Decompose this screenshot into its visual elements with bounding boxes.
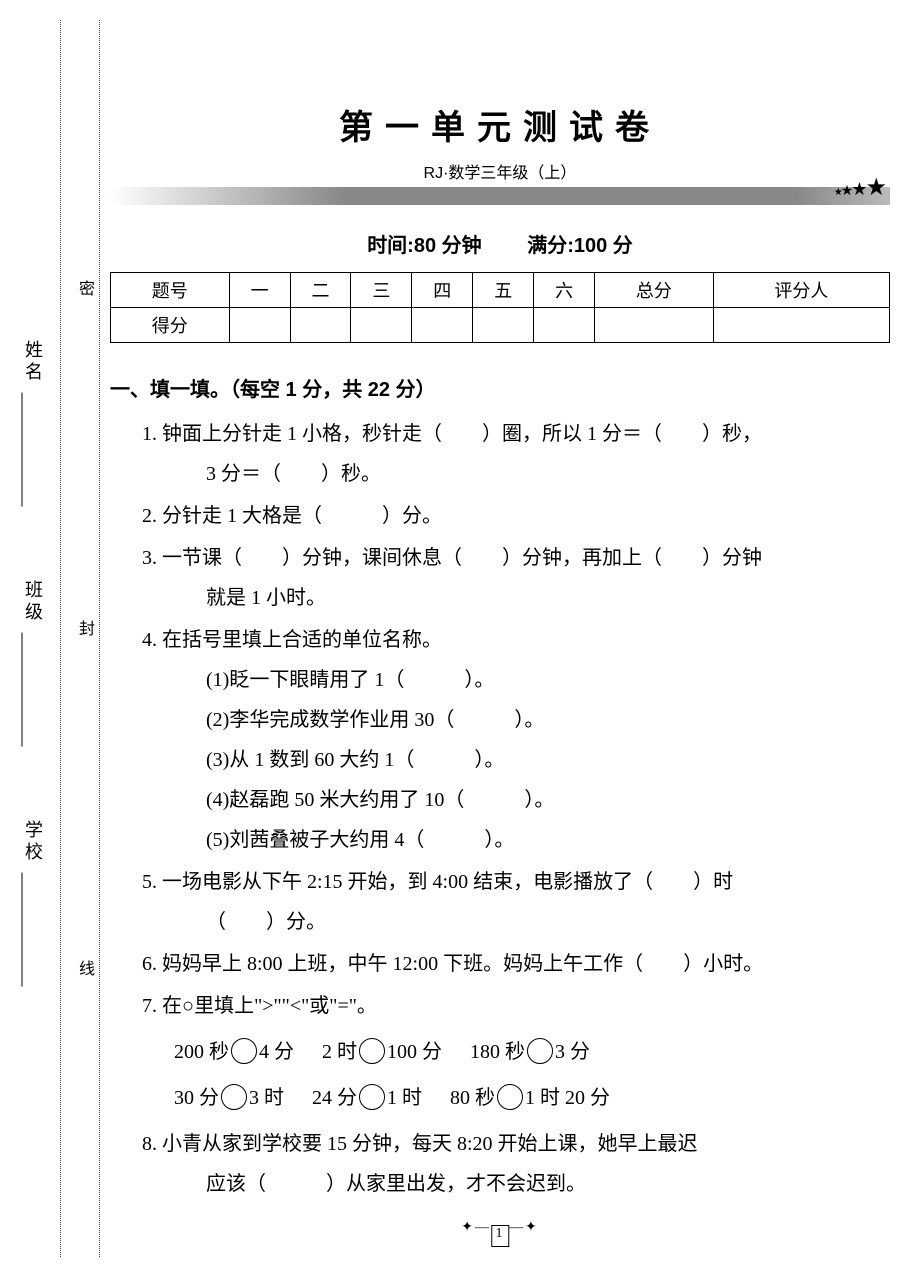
- q8-text: 8. 小青从家到学校要 15 分钟，每天 8:20 开始上课，她早上最迟: [142, 1133, 698, 1155]
- label-class: 班级: [20, 580, 46, 747]
- q7-5-right: 1 时: [387, 1087, 422, 1109]
- circle-blank: [221, 1084, 247, 1110]
- q7-item-1: 200 秒4 分: [206, 1032, 294, 1072]
- score-table: 题号 一 二 三 四 五 六 总分 评分人 得分: [110, 272, 890, 343]
- q7-text: 7. 在○里填上">""<"或"="。: [142, 995, 377, 1017]
- circle-blank: [359, 1038, 385, 1064]
- q5-text: 5. 一场电影从下午 2:15 开始，到 4:00 结束，电影播放了（ ）时: [142, 871, 733, 893]
- q7-5-left: 24 分: [312, 1087, 357, 1109]
- col-tihao: 题号: [111, 273, 230, 308]
- score-cell: [290, 308, 351, 343]
- score-cell: [595, 308, 714, 343]
- timing-row: 时间:80 分钟 满分:100 分: [110, 229, 890, 258]
- q5: 5. 一场电影从下午 2:15 开始，到 4:00 结束，电影播放了（ ）时 （…: [142, 862, 890, 942]
- subtitle-wrap: RJ·数学三年级（上） ★★★★: [110, 159, 890, 209]
- q2: 2. 分针走 1 大格是（ ）分。: [142, 496, 890, 536]
- q8: 8. 小青从家到学校要 15 分钟，每天 8:20 开始上课，她早上最迟 应该（…: [142, 1124, 890, 1204]
- q7-2-right: 100 分: [387, 1041, 442, 1063]
- label-school: 学校: [20, 820, 46, 987]
- col-total: 总分: [595, 273, 714, 308]
- q7-3-right: 3 分: [555, 1041, 590, 1063]
- score-cell: [534, 308, 595, 343]
- q1-cont: 3 分＝（ ）秒。: [174, 454, 890, 494]
- circle-blank: [527, 1038, 553, 1064]
- q7-6-right: 1 时 20 分: [525, 1087, 610, 1109]
- col-4: 四: [412, 273, 473, 308]
- q7-item-2: 2 时100 分: [354, 1032, 442, 1072]
- col-2: 二: [290, 273, 351, 308]
- col-5: 五: [473, 273, 534, 308]
- title-banner: ★★★★: [110, 187, 890, 205]
- circle-blank: [359, 1084, 385, 1110]
- q3-text: 3. 一节课（ ）分钟，课间休息（ ）分钟，再加上（ ）分钟: [142, 547, 762, 569]
- page-number: 1: [491, 1225, 509, 1247]
- row-defen: 得分: [111, 308, 230, 343]
- fullmark-label: 满分:100 分: [527, 235, 633, 257]
- q4-3: (3)从 1 数到 60 大约 1（ ）。: [174, 740, 890, 780]
- q7: 7. 在○里填上">""<"或"="。 200 秒4 分 2 时100 分 18…: [142, 986, 890, 1118]
- q3: 3. 一节课（ ）分钟，课间休息（ ）分钟，再加上（ ）分钟 就是 1 小时。: [142, 538, 890, 618]
- q7-6-left: 80 秒: [450, 1087, 495, 1109]
- binding-labels: 学校 班级 姓名 密 封 线: [0, 0, 60, 1277]
- q6: 6. 妈妈早上 8:00 上班，中午 12:00 下班。妈妈上午工作（ ）小时。: [142, 944, 890, 984]
- score-cell: [412, 308, 473, 343]
- q7-3-left: 180 秒: [470, 1041, 525, 1063]
- q7-item-5: 24 分1 时: [344, 1078, 422, 1118]
- col-3: 三: [351, 273, 412, 308]
- q5-cont: （ ）分。: [174, 902, 890, 942]
- circle-blank: [497, 1084, 523, 1110]
- section-1-title: 一、填一填。（每空 1 分，共 22 分）: [110, 373, 890, 402]
- q4-4: (4)赵磊跑 50 米大约用了 10（ ）。: [174, 780, 890, 820]
- score-cell: [351, 308, 412, 343]
- circle-blank: [231, 1038, 257, 1064]
- score-cell: [473, 308, 534, 343]
- q8-cont: 应该（ ）从家里出发，才不会迟到。: [174, 1164, 890, 1204]
- q4: 4. 在括号里填上合适的单位名称。 (1)眨一下眼睛用了 1（ ）。 (2)李华…: [142, 620, 890, 860]
- q7-4-right: 3 时: [249, 1087, 284, 1109]
- q4-2: (2)李华完成数学作业用 30（ ）。: [174, 700, 890, 740]
- time-label: 时间:80 分钟: [367, 235, 481, 257]
- q7-item-3: 180 秒3 分: [502, 1032, 590, 1072]
- q1: 1. 钟面上分针走 1 小格，秒针走（ ）圈，所以 1 分＝（ ）秒， 3 分＝…: [142, 414, 890, 494]
- q4-5: (5)刘茜叠被子大约用 4（ ）。: [174, 820, 890, 860]
- page-decoration: ✦—1—✦: [461, 1219, 538, 1247]
- q4-1: (1)眨一下眼睛用了 1（ ）。: [174, 660, 890, 700]
- score-cell: [713, 308, 889, 343]
- page-title: 第一单元测试卷: [110, 100, 890, 149]
- q7-2-left: 2 时: [322, 1041, 357, 1063]
- col-1: 一: [229, 273, 290, 308]
- col-grader: 评分人: [713, 273, 889, 308]
- q7-item-6: 80 秒1 时 20 分: [482, 1078, 610, 1118]
- binding-edge: [60, 20, 100, 1257]
- seal-feng: 封: [72, 620, 96, 636]
- q7-1-left: 200 秒: [174, 1041, 229, 1063]
- question-list: 1. 钟面上分针走 1 小格，秒针走（ ）圈，所以 1 分＝（ ）秒， 3 分＝…: [110, 414, 890, 1204]
- q7-item-4: 30 分3 时: [206, 1078, 284, 1118]
- stars-icon: ★★★★: [834, 173, 885, 202]
- label-name: 姓名: [20, 340, 46, 507]
- q7-4-left: 30 分: [174, 1087, 219, 1109]
- page-content: 第一单元测试卷 RJ·数学三年级（上） ★★★★ 时间:80 分钟 满分:100…: [110, 30, 890, 1247]
- seal-xian: 线: [72, 960, 96, 976]
- q4-text: 4. 在括号里填上合适的单位名称。: [142, 629, 442, 651]
- seal-mi: 密: [72, 280, 96, 296]
- page-subtitle: RJ·数学三年级（上）: [110, 159, 890, 183]
- score-header-row: 题号 一 二 三 四 五 六 总分 评分人: [111, 273, 890, 308]
- q7-row1: 200 秒4 分 2 时100 分 180 秒3 分: [174, 1032, 890, 1072]
- q1-text: 1. 钟面上分针走 1 小格，秒针走（ ）圈，所以 1 分＝（ ）秒，: [142, 423, 762, 445]
- col-6: 六: [534, 273, 595, 308]
- score-cell: [229, 308, 290, 343]
- q7-row2: 30 分3 时 24 分1 时 80 秒1 时 20 分: [174, 1078, 890, 1118]
- q7-1-right: 4 分: [259, 1041, 294, 1063]
- q3-cont: 就是 1 小时。: [174, 578, 890, 618]
- score-value-row: 得分: [111, 308, 890, 343]
